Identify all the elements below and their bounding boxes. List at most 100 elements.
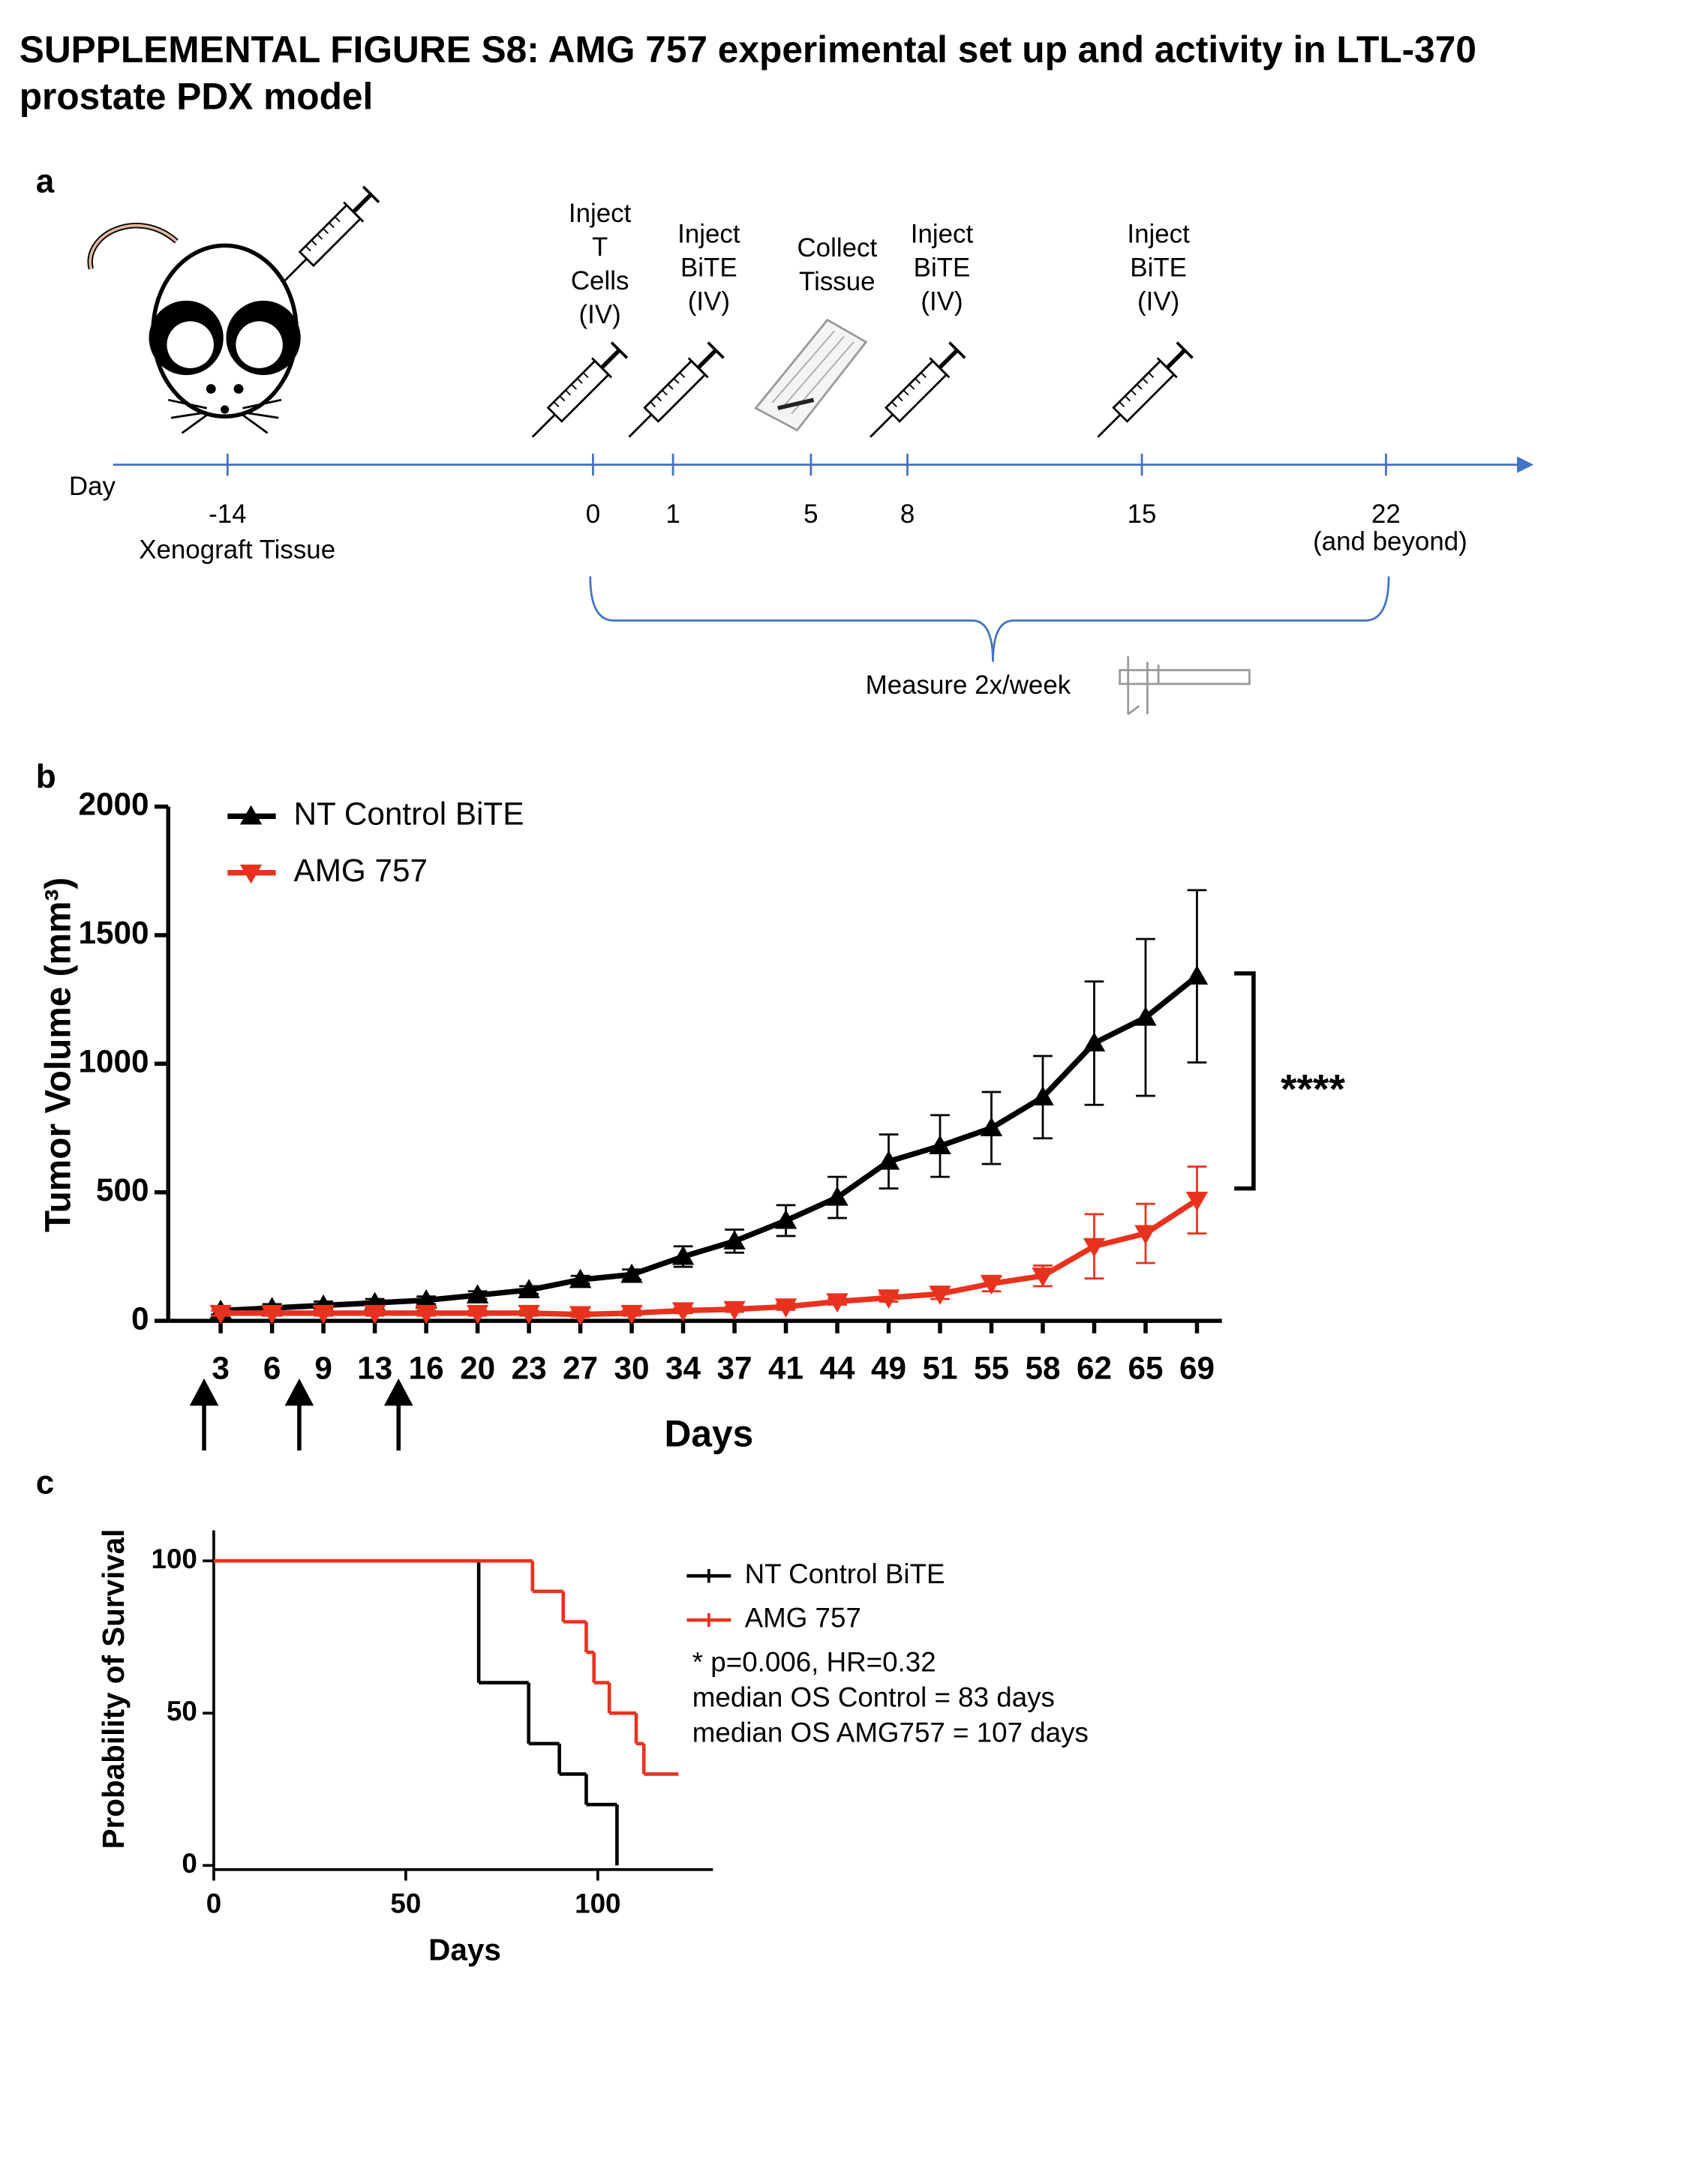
x-tick-label: 49 xyxy=(871,1350,906,1385)
x-tick-label: 3 xyxy=(212,1350,230,1385)
event-label: T xyxy=(592,232,608,262)
x-tick-label: 20 xyxy=(460,1350,495,1385)
panel-label: a xyxy=(36,163,55,200)
x-tick-label: 27 xyxy=(563,1350,598,1385)
event-label: Tissue xyxy=(799,267,876,296)
stats-annotation: median OS AMG757 = 107 days xyxy=(692,1717,1089,1748)
legend-label: AMG 757 xyxy=(294,853,428,888)
x-tick-label: 37 xyxy=(717,1350,752,1385)
y-tick-label: 0 xyxy=(131,1300,149,1336)
marker xyxy=(620,1263,643,1283)
panel-label: c xyxy=(36,1465,55,1502)
legend-label: NT Control BiTE xyxy=(745,1558,945,1589)
x-tick-label: 16 xyxy=(409,1350,444,1385)
x-tick-label: 58 xyxy=(1025,1350,1060,1385)
syringe-icon xyxy=(619,340,725,447)
y-tick-label: 50 xyxy=(167,1696,197,1726)
marker xyxy=(260,1304,284,1324)
marker xyxy=(312,1304,335,1324)
title: prostate PDX model xyxy=(20,76,374,118)
day-label: 1 xyxy=(665,500,680,529)
y-tick-label: 100 xyxy=(152,1544,197,1574)
x-tick-label: 65 xyxy=(1128,1350,1163,1385)
timeline-arrowhead xyxy=(1517,456,1534,473)
marker xyxy=(980,1117,1003,1137)
x-tick-label: 69 xyxy=(1179,1350,1215,1385)
syringe-icon xyxy=(1088,340,1194,447)
legend-label: AMG 757 xyxy=(745,1603,861,1634)
brace xyxy=(589,576,1390,662)
y-axis-label: Tumor Volume (mm³) xyxy=(39,878,79,1232)
x-tick-label: 34 xyxy=(665,1350,701,1385)
event-label: (IV) xyxy=(579,300,621,329)
day-label: 8 xyxy=(900,500,915,529)
marker xyxy=(1134,1225,1157,1245)
marker xyxy=(929,1286,951,1305)
marker xyxy=(1185,1191,1209,1211)
mouse-icon xyxy=(87,223,301,434)
x-tick-label: 41 xyxy=(768,1350,803,1385)
day-label: 0 xyxy=(586,500,600,529)
x-tick-label: 23 xyxy=(512,1350,547,1385)
significance-label: **** xyxy=(1281,1066,1345,1112)
stats-annotation: * p=0.006, HR=0.32 xyxy=(692,1647,936,1678)
x-tick-label: 62 xyxy=(1077,1350,1112,1385)
event-label: Inject xyxy=(677,220,740,249)
injection-arrows xyxy=(189,1378,413,1450)
marker xyxy=(569,1306,592,1326)
marker xyxy=(620,1304,643,1324)
series-line xyxy=(220,974,1199,1314)
legend-marker xyxy=(239,864,263,884)
marker xyxy=(723,1230,746,1250)
event-label: Inject xyxy=(1127,220,1190,249)
marker xyxy=(980,1275,1003,1295)
y-tick-label: 1500 xyxy=(78,915,149,950)
x-tick-label: 44 xyxy=(820,1350,856,1385)
x-tick-label: 30 xyxy=(614,1350,650,1385)
marker xyxy=(723,1300,746,1321)
marker xyxy=(929,1135,951,1155)
stats-annotation: median OS Control = 83 days xyxy=(692,1682,1055,1712)
day-label: 5 xyxy=(803,500,818,529)
x-axis-label: Days xyxy=(428,1933,501,1967)
measure-label: Measure 2x/week xyxy=(866,670,1071,700)
x-tick-label: 9 xyxy=(314,1350,332,1385)
cassette-icon xyxy=(754,318,868,432)
marker xyxy=(415,1304,437,1324)
event-label: Cells xyxy=(571,266,629,296)
event-label: Collect xyxy=(797,233,877,262)
y-tick-label: 2000 xyxy=(78,787,149,822)
x-tick-label: 13 xyxy=(357,1350,392,1385)
x-tick-label: 50 xyxy=(390,1888,421,1918)
marker xyxy=(1032,1086,1054,1106)
marker xyxy=(774,1209,797,1229)
marker xyxy=(877,1289,900,1309)
marker xyxy=(774,1298,797,1318)
marker xyxy=(466,1284,489,1304)
panel-label: b xyxy=(36,758,56,795)
x-tick-label: 51 xyxy=(923,1350,958,1385)
x-axis-label: Days xyxy=(665,1413,754,1455)
significance-bracket xyxy=(1234,971,1256,1191)
syringe-icon xyxy=(275,184,381,291)
event-label: (IV) xyxy=(921,287,963,316)
marker xyxy=(209,1304,232,1324)
marker xyxy=(826,1293,849,1313)
marker xyxy=(415,1289,437,1309)
syringe-icon xyxy=(861,340,967,447)
marker xyxy=(518,1279,540,1299)
event-label: BiTE xyxy=(680,254,737,283)
day-label: 22 xyxy=(1371,500,1401,529)
marker xyxy=(1083,1238,1106,1258)
day-label: -14 xyxy=(209,500,246,529)
marker xyxy=(671,1302,695,1322)
marker xyxy=(877,1150,900,1170)
title: SUPPLEMENTAL FIGURE S8: AMG 757 experime… xyxy=(20,28,1476,70)
x-tick-label: 55 xyxy=(974,1350,1009,1385)
x-tick-label: 100 xyxy=(575,1888,620,1918)
day-label: 15 xyxy=(1128,500,1157,529)
day-note: Xenograft Tissue xyxy=(139,536,335,565)
syringe-icon xyxy=(523,340,629,447)
y-axis-label: Probability of Survival xyxy=(96,1528,131,1849)
